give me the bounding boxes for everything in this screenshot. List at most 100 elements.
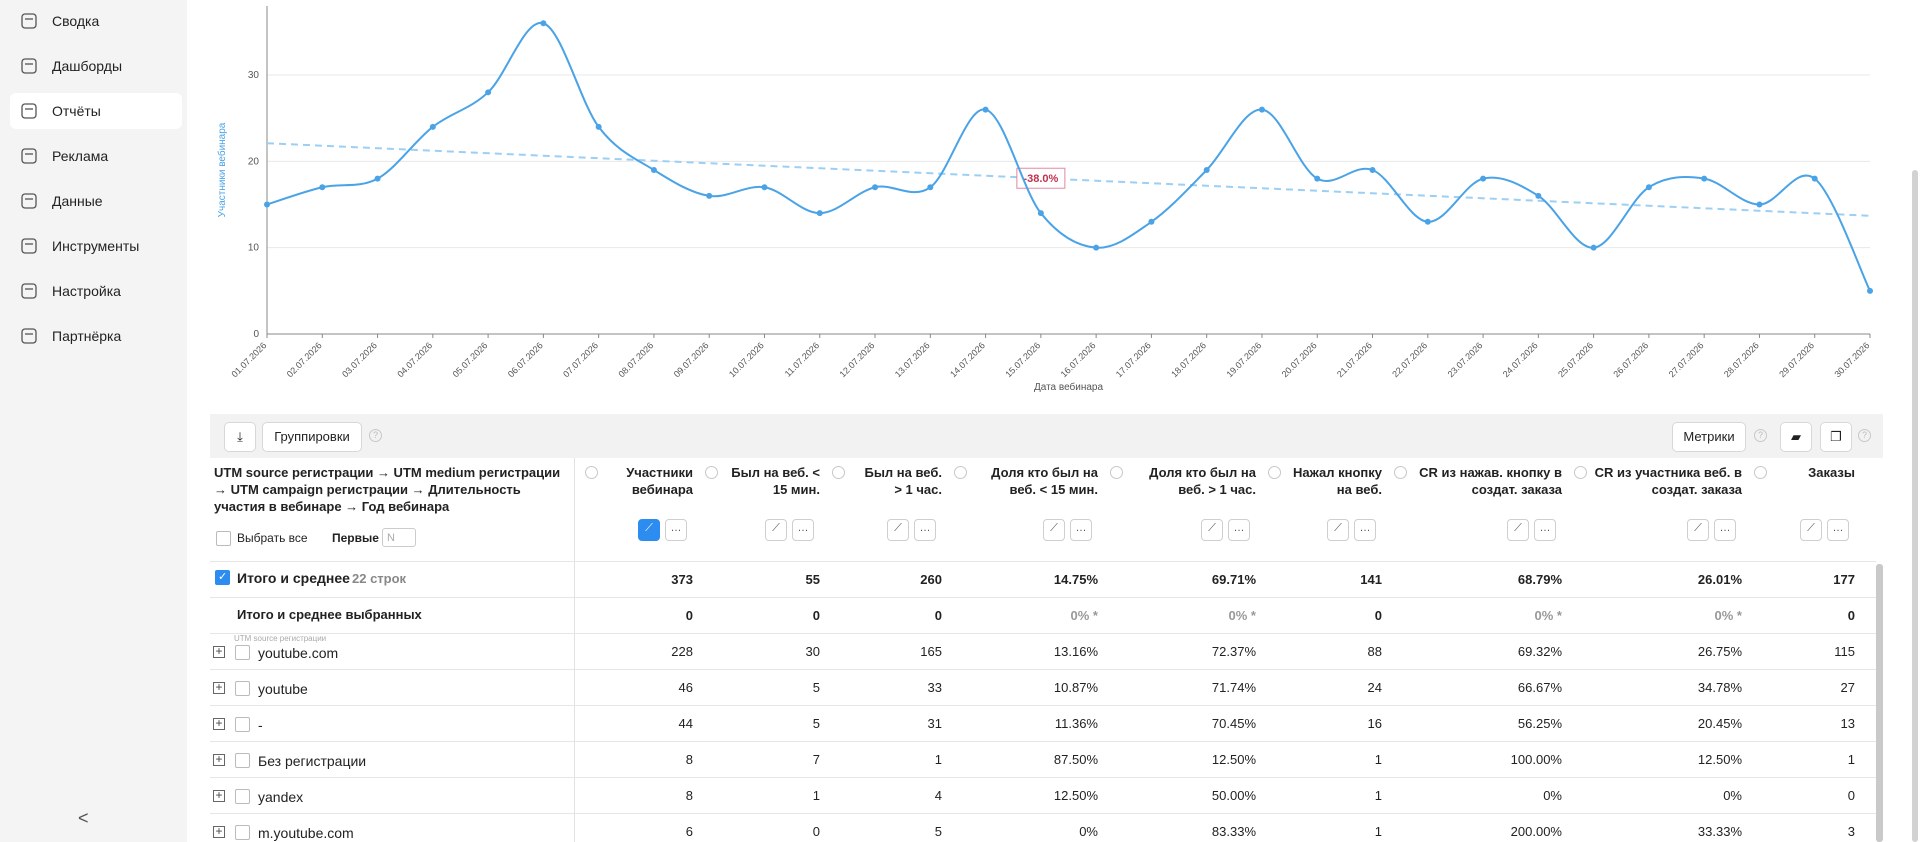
cell: 5 (812, 716, 820, 731)
row-checkbox[interactable] (235, 789, 250, 804)
sidebar: < Сводка Дашборды Отчёты Реклама Данные Инстр… (0, 0, 187, 842)
row-checkbox[interactable] (235, 681, 250, 696)
help-icon[interactable] (1394, 466, 1407, 479)
help-icon[interactable] (585, 466, 598, 479)
chart-toggle[interactable]: ⟋ (1687, 519, 1709, 541)
nav-item[interactable]: Дашборды (10, 48, 182, 84)
cell: 200.00% (1510, 824, 1562, 839)
nav-item[interactable]: Сводка (10, 3, 182, 39)
total-checkbox[interactable]: ✓ (215, 570, 230, 585)
point (374, 175, 381, 182)
chart-toggle[interactable]: ⟋ (638, 519, 660, 541)
chart-toggle[interactable]: ⟋ (1327, 519, 1349, 541)
download-button[interactable]: ⤓ (224, 422, 256, 452)
point (1645, 184, 1652, 191)
help-icon[interactable] (1268, 466, 1281, 479)
chart-toggle[interactable]: ⟋ (1043, 519, 1065, 541)
nav-item[interactable]: Реклама (10, 138, 182, 174)
chart-toggle[interactable]: ⟋ (765, 519, 787, 541)
nav-item[interactable]: Отчёты (10, 93, 182, 129)
nav-item[interactable]: Настройка (10, 273, 182, 309)
column-header: Заказы (1808, 465, 1855, 480)
select-all-checkbox[interactable] (216, 531, 231, 546)
row-checkbox[interactable] (235, 825, 250, 840)
point (872, 184, 879, 191)
chart-toggle[interactable]: ⟋ (1507, 519, 1529, 541)
cell: 14.75% (1053, 572, 1098, 587)
fill-button[interactable]: ▰ (1780, 422, 1812, 452)
help-icon[interactable]: ? (1858, 429, 1871, 442)
copy-button[interactable]: ❐ (1820, 422, 1852, 452)
cell: 5 (812, 680, 820, 695)
row-line (210, 813, 1876, 814)
cell: 12.50% (1697, 752, 1742, 767)
chart-toggle[interactable]: ⟋ (887, 519, 909, 541)
x-tick-label: 22.07.2026 (1390, 340, 1429, 379)
nav-label: Отчёты (52, 103, 101, 119)
row-checkbox[interactable] (235, 753, 250, 768)
more-button[interactable]: … (792, 519, 814, 541)
x-tick-label: 04.07.2026 (395, 340, 434, 379)
x-tick-label: 10.07.2026 (727, 340, 766, 379)
expand-button[interactable]: + (213, 753, 225, 766)
x-tick-label: 12.07.2026 (838, 340, 877, 379)
help-icon[interactable] (1110, 466, 1123, 479)
more-button[interactable]: … (1070, 519, 1092, 541)
cell: 66.67% (1517, 680, 1562, 695)
x-tick-label: 27.07.2026 (1667, 340, 1706, 379)
x-tick-label: 20.07.2026 (1280, 340, 1319, 379)
help-icon[interactable]: ? (369, 429, 382, 442)
table-scrollbar[interactable] (1876, 564, 1883, 842)
row-checkbox[interactable] (235, 645, 250, 660)
page-scrollbar[interactable] (1912, 170, 1918, 842)
nav-item[interactable]: Данные (10, 183, 182, 219)
help-icon[interactable] (954, 466, 967, 479)
help-icon[interactable] (705, 466, 718, 479)
nav-item[interactable]: Инструменты (10, 228, 182, 264)
help-icon[interactable] (1754, 466, 1767, 479)
cell: 20.45% (1697, 716, 1742, 731)
help-icon[interactable] (832, 466, 845, 479)
cell: 6 (685, 824, 693, 839)
nav-item[interactable]: Партнёрка (10, 318, 182, 354)
help-icon[interactable]: ? (1754, 429, 1767, 442)
more-button[interactable]: … (1354, 519, 1376, 541)
cell: 141 (1360, 572, 1382, 587)
nav-label: Реклама (52, 148, 109, 164)
cell: 50.00% (1211, 788, 1256, 803)
expand-button[interactable]: + (213, 717, 225, 730)
y-tick-label: 0 (253, 329, 259, 340)
more-button[interactable]: … (1534, 519, 1556, 541)
nav-icon (21, 148, 37, 164)
row-checkbox[interactable] (235, 717, 250, 732)
more-button[interactable]: … (1827, 519, 1849, 541)
row-label: Без регистрации (258, 753, 367, 769)
first-input[interactable]: N (382, 528, 416, 547)
more-button[interactable]: … (1228, 519, 1250, 541)
expand-button[interactable]: + (213, 645, 225, 658)
expand-button[interactable]: + (213, 681, 225, 694)
collapse-button[interactable]: < (78, 808, 89, 828)
metrics-button[interactable]: Метрики (1672, 422, 1746, 452)
help-icon[interactable] (1574, 466, 1587, 479)
more-button[interactable]: … (1714, 519, 1736, 541)
cell: 0 (1847, 788, 1855, 803)
chart-toggle[interactable]: ⟋ (1201, 519, 1223, 541)
point (540, 20, 547, 27)
more-button[interactable]: … (914, 519, 936, 541)
x-tick-label: 23.07.2026 (1446, 340, 1485, 379)
cell: 115 (1834, 644, 1855, 659)
x-tick-label: 05.07.2026 (451, 340, 490, 379)
more-button[interactable]: … (665, 519, 687, 541)
expand-button[interactable]: + (213, 789, 225, 802)
point (264, 201, 270, 208)
cell: 0% (1079, 824, 1098, 839)
row-line (210, 633, 1876, 634)
group-header: UTM source регистрации → UTM medium реги… (214, 465, 561, 514)
expand-button[interactable]: + (213, 825, 225, 838)
chart-toggle[interactable]: ⟋ (1800, 519, 1822, 541)
point (1811, 175, 1818, 182)
row-line (210, 597, 1876, 598)
groupings-button[interactable]: Группировки (262, 422, 362, 452)
